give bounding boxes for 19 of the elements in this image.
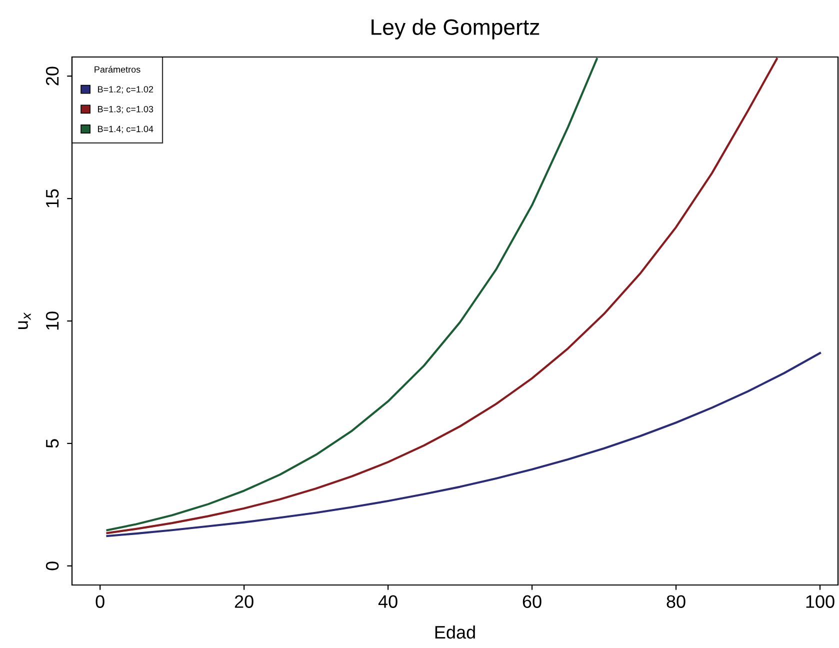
x-tick-label: 20 xyxy=(234,595,254,608)
x-tick-label: 100 xyxy=(806,595,834,608)
x-tick-label: 60 xyxy=(522,595,542,608)
y-tick-label: 10 xyxy=(46,312,59,330)
y-tick-label: 5 xyxy=(46,439,59,448)
x-tick-label: 40 xyxy=(378,595,398,608)
legend-label: B=1.2; c=1.02 xyxy=(98,86,154,94)
chart-title: Ley de Gompertz xyxy=(372,18,540,40)
y-axis-title: u$_{x}$ xyxy=(18,312,31,329)
y-tick-label: 0 xyxy=(46,562,59,570)
line-series xyxy=(106,352,822,538)
legend-label: B=1.4; c=1.04 xyxy=(98,126,154,134)
y-tick-label: 15 xyxy=(46,189,59,208)
x-tick-label: 80 xyxy=(666,595,686,608)
x-axis-title: Edad xyxy=(435,625,475,639)
y-tick-label: 20 xyxy=(46,66,59,86)
legend-title: Parámetros xyxy=(94,66,140,73)
x-tick-label: 0 xyxy=(96,595,104,608)
legend-label: B=1.3; c=1.03 xyxy=(98,106,154,114)
